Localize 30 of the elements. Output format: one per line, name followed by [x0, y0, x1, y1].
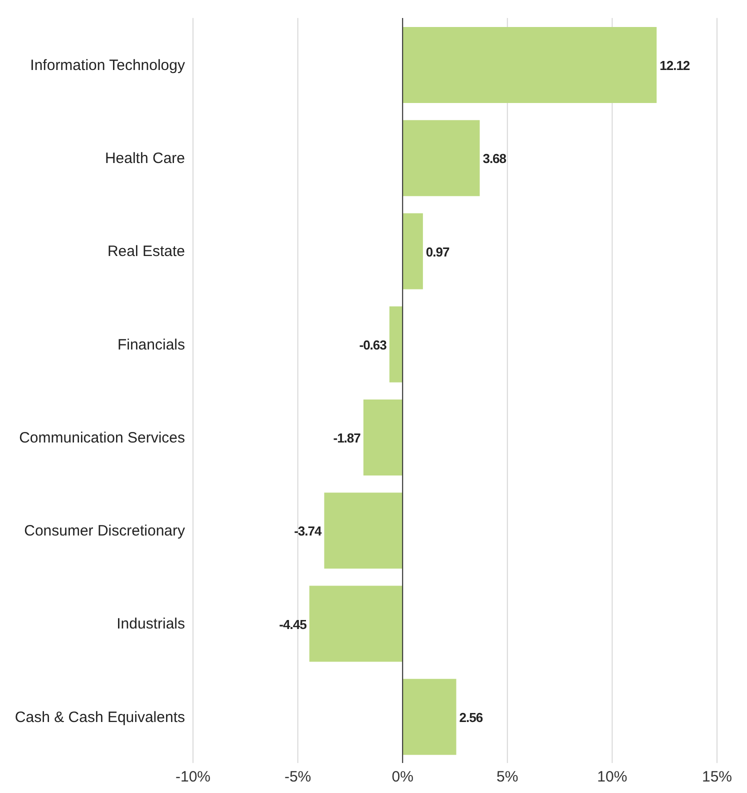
data-label: 0.97 — [426, 244, 450, 260]
x-tick-label: 5% — [496, 768, 518, 786]
y-tick-label: Communication Services — [19, 429, 185, 446]
y-tick-label: Health Care — [104, 150, 185, 168]
bar — [402, 120, 480, 196]
x-tick-label: -10% — [175, 768, 211, 786]
bar — [402, 678, 456, 755]
bar — [309, 586, 403, 662]
x-tick-label: 15% — [702, 768, 732, 786]
y-tick-label: Consumer Discretionary — [24, 522, 186, 540]
y-tick-label: Industrials — [116, 616, 185, 633]
y-tick-label: Real Estate — [107, 243, 185, 260]
data-label: 12.12 — [660, 58, 690, 73]
bar — [402, 27, 657, 103]
x-tick-label: -5% — [284, 768, 312, 786]
data-label: 3.68 — [482, 151, 506, 166]
data-label: -1.87 — [333, 430, 361, 446]
y-tick-label: Information Technology — [30, 56, 186, 74]
data-label: -0.63 — [359, 337, 387, 352]
bar — [402, 213, 423, 290]
x-tick-label: 10% — [597, 768, 628, 786]
bar — [363, 400, 403, 476]
y-tick-label: Cash & Cash Equivalents — [14, 708, 185, 726]
data-label: -3.74 — [294, 524, 322, 539]
bar — [324, 492, 403, 569]
data-label: -4.45 — [279, 616, 307, 632]
data-label: 2.56 — [459, 710, 483, 725]
bar — [389, 306, 403, 382]
x-tick-label: 0% — [392, 768, 414, 786]
y-tick-label: Financials — [117, 336, 185, 354]
